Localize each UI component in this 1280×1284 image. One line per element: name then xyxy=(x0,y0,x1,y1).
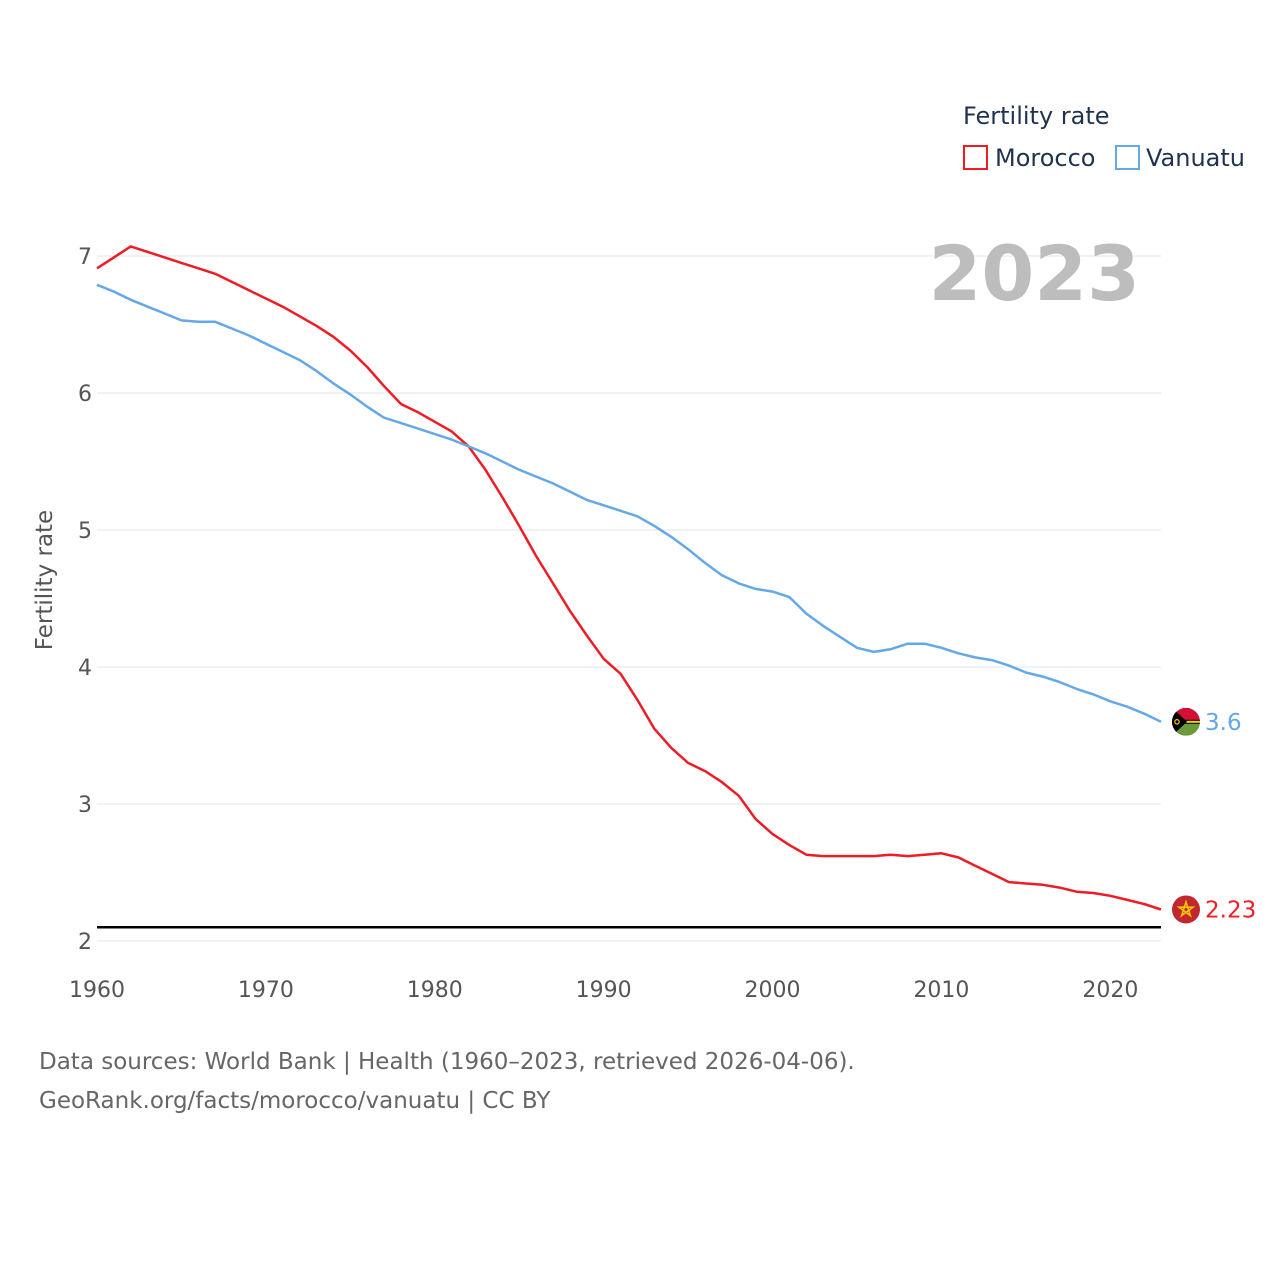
x-tick-label: 2000 xyxy=(745,978,801,1003)
vanuatu-flag-fill xyxy=(1172,707,1200,736)
legend: Fertility rate Morocco Vanuatu xyxy=(963,102,1245,172)
x-tick-label: 2020 xyxy=(1082,978,1138,1003)
y-tick-label: 3 xyxy=(78,793,92,818)
x-tick-label: 1960 xyxy=(69,978,125,1003)
source-line-1: Data sources: World Bank | Health (1960–… xyxy=(39,1049,855,1075)
end-value-label-morocco: 2.23 xyxy=(1205,897,1256,923)
series-line-morocco[interactable] xyxy=(96,245,1162,911)
series-line-vanuatu[interactable] xyxy=(96,283,1162,723)
source-line-2: GeoRank.org/facts/morocco/vanuatu | CC B… xyxy=(39,1088,551,1114)
y-tick-label: 4 xyxy=(78,656,92,681)
y-tick-label: 5 xyxy=(78,519,92,544)
end-value-label-vanuatu: 3.6 xyxy=(1205,710,1242,736)
x-tick-label: 1980 xyxy=(407,978,463,1003)
morocco-flag-star xyxy=(1176,899,1196,918)
end-markers: 2.23 3.6 xyxy=(1172,707,1256,924)
gridlines xyxy=(97,255,1161,942)
year-watermark: 2023 xyxy=(928,229,1140,318)
vanuatu-flag-icon xyxy=(1172,707,1200,736)
series-lines xyxy=(96,245,1162,911)
morocco-flag-disc xyxy=(1172,895,1200,924)
y-axis-ticks: 2 3 4 5 6 7 xyxy=(78,245,92,955)
legend-item-morocco[interactable]: Morocco xyxy=(963,144,1096,172)
x-tick-label: 1990 xyxy=(576,978,632,1003)
legend-label-morocco: Morocco xyxy=(995,144,1096,172)
legend-swatch-morocco xyxy=(963,145,988,170)
x-tick-label: 2010 xyxy=(913,978,969,1003)
y-tick-label: 7 xyxy=(78,245,92,270)
x-tick-label: 1970 xyxy=(238,978,294,1003)
legend-swatch-vanuatu xyxy=(1115,145,1140,170)
legend-item-vanuatu[interactable]: Vanuatu xyxy=(1115,144,1245,172)
y-tick-label: 6 xyxy=(78,382,92,407)
y-axis-label: Fertility rate xyxy=(32,510,58,650)
y-tick-label: 2 xyxy=(78,930,92,955)
morocco-flag-icon xyxy=(1172,895,1200,924)
legend-title: Fertility rate xyxy=(963,102,1110,130)
x-axis-ticks: 1960 1970 1980 1990 2000 2010 2020 xyxy=(69,978,1138,1003)
legend-label-vanuatu: Vanuatu xyxy=(1146,144,1245,172)
